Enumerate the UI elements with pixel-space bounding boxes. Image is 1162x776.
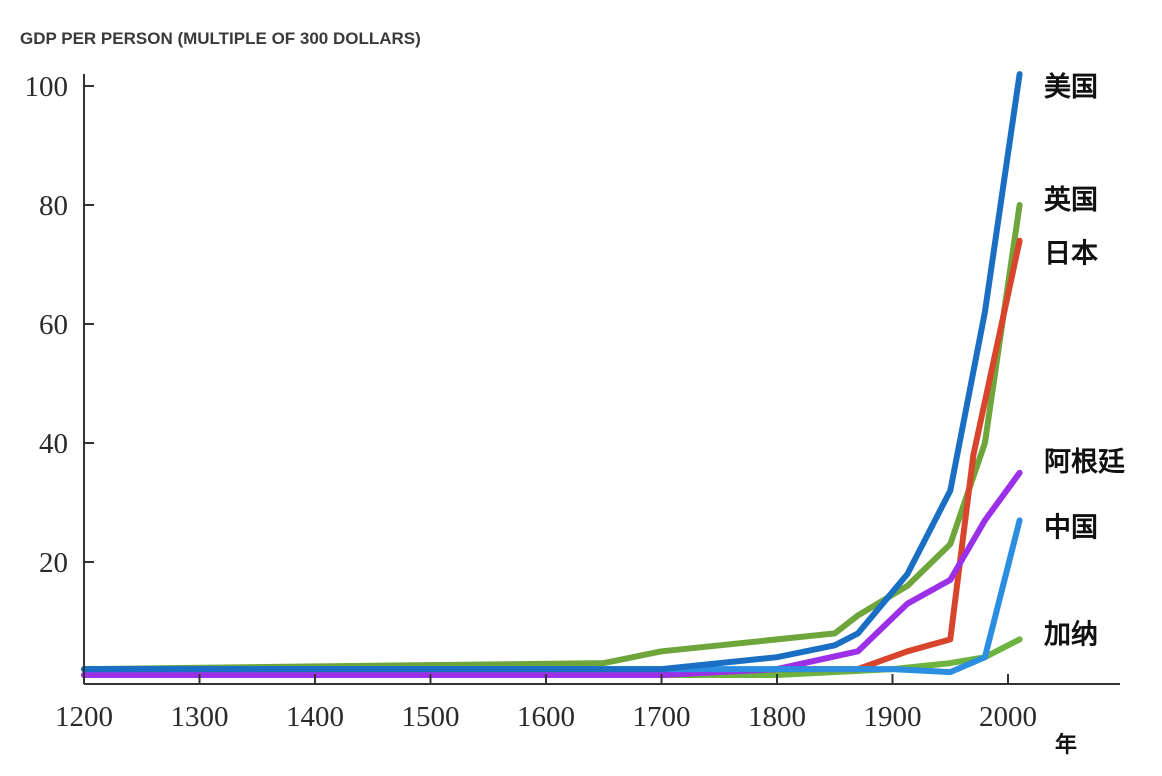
x-tick-label: 1900 (864, 701, 922, 733)
x-tick-label: 1600 (517, 701, 575, 733)
x-tick-label: 1200 (55, 701, 113, 733)
series-line-5 (81, 71, 1023, 673)
x-axis-label: 年 (1055, 732, 1077, 758)
x-tick-label: 1700 (633, 701, 691, 733)
series-layer (81, 71, 1023, 678)
series-label: 加纳 (1044, 618, 1098, 650)
series-line-4 (81, 517, 1023, 676)
chart-title: GDP PER PERSON (MULTIPLE OF 300 DOLLARS) (20, 29, 421, 48)
series-label: 日本 (1044, 239, 1098, 270)
series-line-1 (81, 202, 1023, 673)
series-label: 美国 (1044, 71, 1098, 103)
series-line-3 (81, 469, 1023, 678)
x-tick-label: 1400 (286, 701, 344, 733)
y-tick-label: 100 (25, 71, 69, 103)
y-tick-label: 60 (39, 309, 68, 341)
x-tick-label: 2000 (979, 701, 1037, 733)
series-label: 中国 (1044, 512, 1098, 543)
series-label: 阿根廷 (1044, 447, 1125, 478)
series-label: 英国 (1044, 185, 1098, 216)
x-tick-label: 1500 (402, 701, 460, 733)
x-tick-layer: 1200 1300 1400 1500 1600 1700 1800 1900 2000 (55, 674, 1037, 733)
y-tick-label: 40 (39, 428, 68, 460)
y-tick-label: 20 (39, 547, 68, 579)
x-tick-label: 1300 (171, 701, 229, 733)
x-tick-label: 1800 (748, 701, 806, 733)
y-tick-layer: 20 40 60 80 100 (25, 71, 94, 579)
y-tick-label: 80 (39, 190, 68, 222)
